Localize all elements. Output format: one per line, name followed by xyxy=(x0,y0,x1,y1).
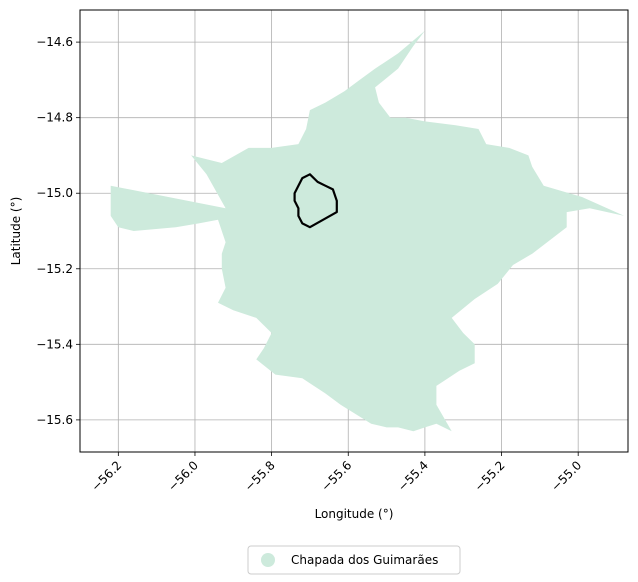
y-tick-label: −15.2 xyxy=(36,262,73,276)
y-tick-label: −15.4 xyxy=(36,337,73,351)
y-tick-label: −15.0 xyxy=(36,186,73,200)
x-tick-label: −55.2 xyxy=(472,458,508,494)
region-chapada-dos-guimaraes xyxy=(110,30,625,432)
legend: Chapada dos Guimarães xyxy=(247,545,461,575)
x-tick-label: −55.8 xyxy=(242,458,278,494)
y-tick-label: −14.8 xyxy=(36,111,73,125)
x-tick-label: −55.4 xyxy=(395,458,431,494)
y-ticks: −14.6 −14.8 −15.0 −15.2 −15.4 −15.6 xyxy=(36,35,80,427)
x-ticks: −56.2 −56.0 −55.8 −55.6 −55.4 −55.2 −55.0 xyxy=(89,452,584,494)
x-tick-label: −56.0 xyxy=(165,458,201,494)
legend-box xyxy=(247,545,461,575)
x-axis-label: Longitude (°) xyxy=(315,507,394,521)
region-layer xyxy=(110,30,625,432)
x-tick-label: −56.2 xyxy=(89,458,125,494)
y-tick-label: −14.6 xyxy=(36,35,73,49)
x-tick-label: −55.0 xyxy=(548,458,584,494)
plot-frame xyxy=(79,9,629,453)
legend-marker xyxy=(261,553,275,567)
legend-label: Chapada dos Guimarães xyxy=(291,553,438,567)
y-tick-label: −15.6 xyxy=(36,413,73,427)
y-axis-label: Latitude (°) xyxy=(9,197,23,266)
highlight-outline xyxy=(293,173,338,229)
x-tick-label: −55.6 xyxy=(318,458,354,494)
